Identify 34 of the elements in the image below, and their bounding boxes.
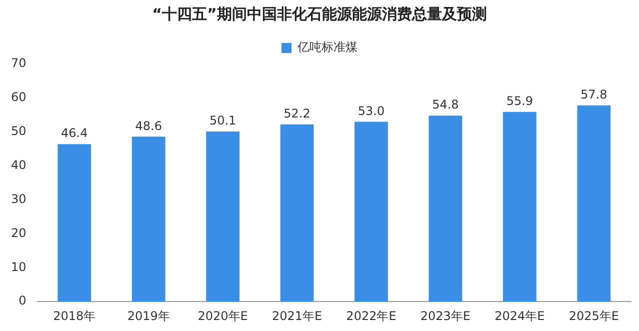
y-tick-label: 10 xyxy=(10,260,26,274)
data-label: 54.8 xyxy=(432,98,459,112)
data-label: 46.4 xyxy=(61,126,88,140)
x-tick-label: 2022年E xyxy=(346,308,396,323)
data-label: 48.6 xyxy=(135,118,162,133)
bar xyxy=(280,124,314,302)
x-tick-label: 2025年E xyxy=(568,308,619,323)
bar xyxy=(502,112,536,302)
y-tick-label: 50 xyxy=(10,124,26,138)
y-tick-label: 20 xyxy=(10,226,26,240)
bar xyxy=(58,144,92,302)
bar xyxy=(354,122,388,302)
data-label: 57.8 xyxy=(580,88,608,102)
x-tick-label: 2019年 xyxy=(127,308,170,323)
x-tick-label: 2024年E xyxy=(494,308,545,323)
chart-title: “十四五”期间中国非化石能源能源消费总量及预测 xyxy=(152,4,487,23)
data-label: 53.0 xyxy=(358,104,385,118)
bar xyxy=(132,136,166,302)
data-label: 50.1 xyxy=(209,114,236,128)
x-tick-label: 2020年E xyxy=(198,308,248,323)
x-tick-label: 2018年 xyxy=(53,308,96,323)
y-tick-label: 60 xyxy=(10,90,26,104)
bar xyxy=(577,105,611,302)
x-tick-label: 2021年E xyxy=(272,308,322,323)
y-tick-label: 40 xyxy=(10,158,26,172)
bar xyxy=(428,116,462,302)
bar xyxy=(206,132,240,302)
legend-label: 亿吨标准煤 xyxy=(296,40,358,54)
x-tick-label: 2023年E xyxy=(420,308,471,323)
data-label: 55.9 xyxy=(506,94,534,108)
y-tick-label: 70 xyxy=(10,56,26,70)
y-tick-label: 0 xyxy=(18,294,26,308)
data-label: 52.2 xyxy=(284,106,310,121)
y-tick-label: 30 xyxy=(10,192,26,206)
